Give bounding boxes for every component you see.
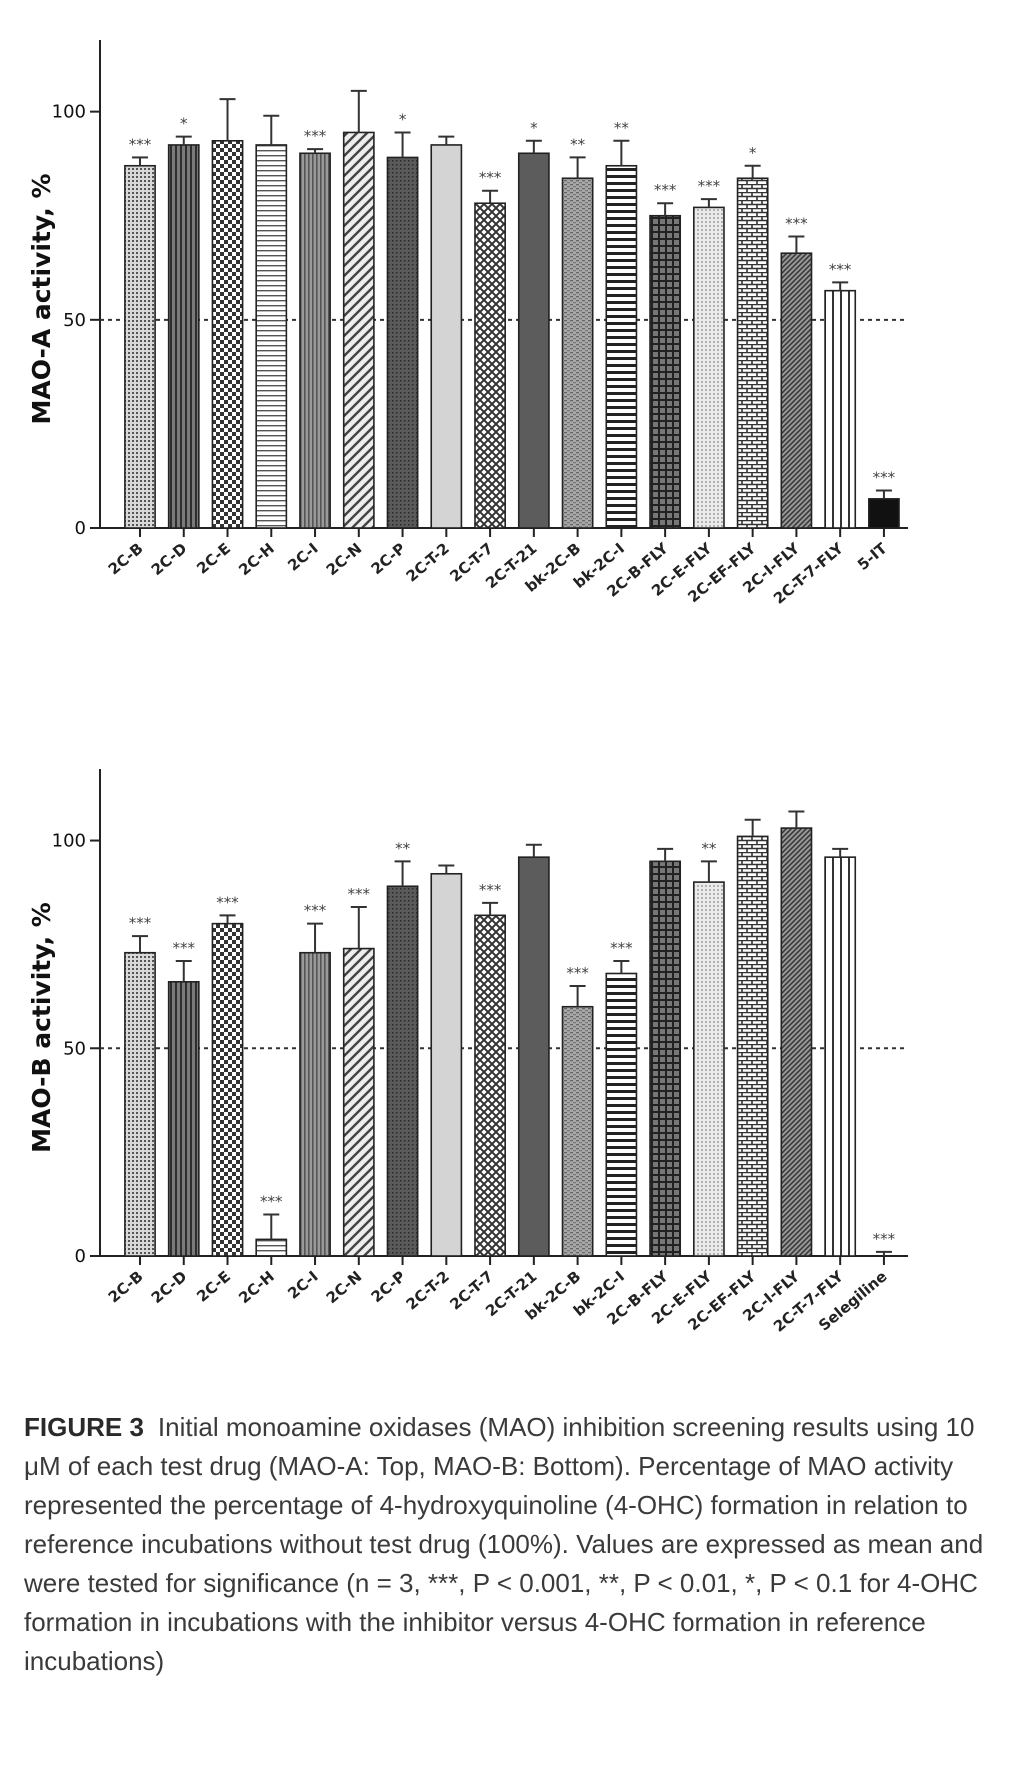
significance-label: **: [570, 135, 586, 153]
x-tick-label: 2C-E: [193, 539, 234, 577]
bar-2C-B: [124, 164, 156, 529]
bar-2C-E-FLY: [692, 206, 725, 529]
y-tick-label: 100: [52, 831, 86, 852]
bar-2C-T-7: [474, 914, 506, 1257]
x-tick-label: 2C-T-2: [403, 539, 453, 585]
y-tick-label: 100: [52, 102, 86, 123]
bar-2C-N: [342, 947, 375, 1257]
bar-2C-I: [299, 951, 331, 1257]
significance-label: ***: [348, 885, 371, 903]
x-tick-label: 2C-T-2: [403, 1267, 453, 1313]
significance-label: ***: [129, 914, 152, 932]
y-tick-label: 0: [75, 1246, 86, 1267]
bar-2C-I-FLY: [780, 827, 813, 1257]
bar-2C-P: [386, 885, 419, 1257]
bar-2C-N: [342, 131, 375, 529]
bar-2C-B: [124, 951, 156, 1257]
bar-2C-B-FLY: [649, 214, 682, 529]
significance-label: ***: [873, 1230, 896, 1248]
significance-label: ***: [304, 902, 327, 920]
bar-2C-B-FLY: [649, 860, 682, 1257]
significance-label: **: [614, 119, 630, 137]
significance-label: ***: [173, 939, 196, 957]
bar-5-IT: [868, 498, 900, 529]
significance-label: ***: [654, 181, 677, 199]
x-tick-label: 2C-N: [323, 1267, 366, 1307]
bar-2C-H: [255, 144, 288, 529]
bar-2C-T-7: [474, 202, 506, 529]
bar-2C-T-2: [430, 144, 463, 529]
x-tick-label: 2C-D: [148, 1267, 191, 1307]
bar-bk-2C-B: [561, 177, 594, 529]
significance-label: *: [399, 110, 407, 128]
x-tick-label: 2C-H: [235, 1267, 278, 1307]
x-tick-label: 2C-D: [148, 539, 191, 579]
bar-2C-T-7-FLY: [824, 289, 857, 529]
x-tick-label: 2C-B: [105, 1267, 147, 1306]
significance-label: **: [701, 839, 717, 857]
x-tick-label: 2C-H: [235, 539, 278, 579]
figure-label: FIGURE 3: [24, 1412, 144, 1442]
bar-bk-2C-B: [561, 1005, 594, 1257]
bar-2C-E: [211, 139, 244, 529]
figure-caption: FIGURE 3 Initial monoamine oxidases (MAO)…: [24, 1408, 1004, 1681]
bar-2C-D: [167, 981, 200, 1257]
significance-label: ***: [566, 964, 589, 982]
y-tick-label: 0: [75, 518, 86, 539]
x-tick-label: 2C-B: [105, 539, 147, 578]
bar-2C-P: [386, 156, 419, 529]
bar-2C-D: [167, 144, 200, 529]
x-tick-label: 5-IT: [854, 539, 891, 574]
significance-label: ***: [304, 127, 327, 145]
significance-label: *: [180, 115, 188, 133]
bar-2C-H: [255, 1238, 288, 1257]
x-tick-label: 2C-E: [193, 1267, 234, 1305]
mao-a-chart: 0 50 100 MAO-A activity, % *** 2C-B * 2C-D 2C-E 2…: [0, 0, 1023, 680]
significance-label: ***: [479, 169, 502, 187]
significance-label: ***: [873, 469, 896, 487]
bar-2C-T-2: [430, 872, 463, 1257]
x-tick-label: 2C-I: [284, 539, 321, 574]
significance-label: ***: [216, 893, 239, 911]
bar-2C-I: [299, 152, 331, 529]
bar-2C-T-21: [517, 856, 550, 1257]
y-axis-label: MAO-A activity, %: [27, 173, 56, 424]
figure-caption-text: Initial monoamine oxidases (MAO) inhibit…: [24, 1412, 984, 1676]
mao-b-chart: 0 50 100 MAO-B activity, % *** 2C-B *** 2C-D ***…: [0, 740, 1023, 1400]
bar-bk-2C-I: [605, 972, 638, 1257]
bar-2C-T-21: [517, 152, 550, 529]
significance-label: *: [530, 119, 538, 137]
bar-2C-EF-FLY: [736, 177, 769, 529]
significance-label: ***: [129, 135, 152, 153]
significance-label: **: [395, 839, 411, 857]
significance-label: ***: [785, 215, 808, 233]
significance-label: ***: [260, 1192, 283, 1210]
significance-label: ***: [829, 260, 852, 278]
bar-2C-E-FLY: [692, 881, 725, 1257]
significance-label: ***: [698, 177, 721, 195]
significance-label: ***: [610, 939, 633, 957]
x-tick-label: 2C-N: [323, 539, 366, 579]
significance-label: ***: [479, 881, 502, 899]
y-tick-label: 50: [63, 310, 86, 331]
bar-2C-T-7-FLY: [824, 856, 857, 1257]
bar-bk-2C-I: [605, 164, 638, 529]
bar-2C-E: [211, 922, 244, 1257]
y-tick-label: 50: [63, 1038, 86, 1059]
significance-label: *: [749, 144, 757, 162]
bar-2C-I-FLY: [780, 252, 813, 529]
y-axis-label: MAO-B activity, %: [27, 902, 56, 1153]
x-tick-label: 2C-I: [284, 1267, 321, 1302]
bar-2C-EF-FLY: [736, 835, 769, 1257]
